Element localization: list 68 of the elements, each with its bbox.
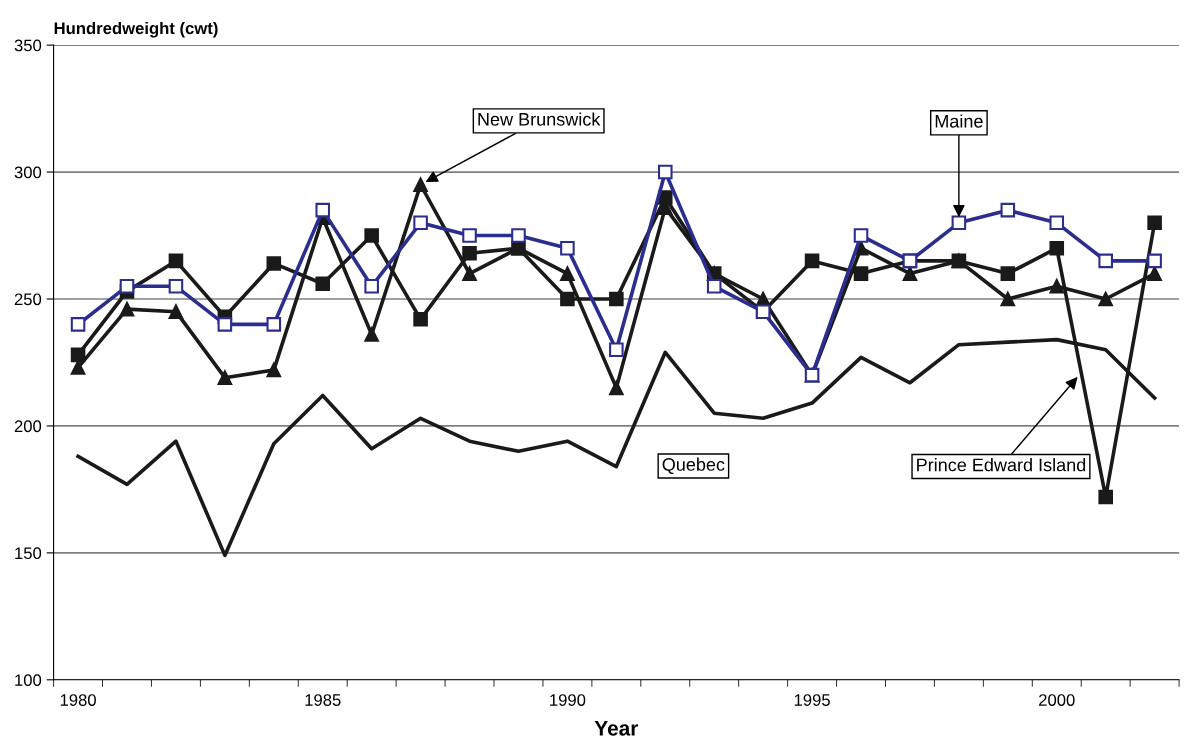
point bbox=[1000, 202, 1016, 218]
y-tick-label: 100 bbox=[15, 674, 42, 687]
point bbox=[657, 190, 673, 205]
text: New Brunswick bbox=[478, 112, 601, 126]
point bbox=[364, 228, 379, 243]
point bbox=[1000, 266, 1016, 281]
point bbox=[217, 317, 233, 332]
point bbox=[168, 279, 184, 294]
point bbox=[119, 301, 135, 317]
point bbox=[266, 362, 282, 378]
series-label: Prince Edward Island bbox=[917, 458, 1086, 472]
point bbox=[1147, 253, 1162, 269]
point bbox=[315, 202, 331, 218]
point bbox=[902, 266, 918, 281]
text: Maine bbox=[935, 114, 983, 128]
point bbox=[70, 317, 86, 332]
point bbox=[1049, 279, 1065, 294]
point bbox=[1147, 266, 1162, 281]
point bbox=[1098, 291, 1113, 307]
y-tick-label: 250 bbox=[14, 293, 42, 306]
point bbox=[462, 266, 477, 281]
point bbox=[853, 228, 869, 243]
point bbox=[560, 240, 575, 256]
point bbox=[609, 380, 624, 396]
point bbox=[609, 342, 624, 358]
point bbox=[853, 266, 869, 281]
y-tick-label: 150 bbox=[15, 547, 42, 560]
point bbox=[511, 228, 526, 243]
x-tick-label: 1995 bbox=[794, 694, 830, 706]
y-tick-label: 300 bbox=[14, 166, 42, 179]
x-tick-label: 1985 bbox=[305, 694, 341, 706]
y-tick-label: 350 bbox=[14, 39, 42, 52]
point bbox=[413, 215, 428, 231]
point bbox=[168, 253, 184, 269]
point bbox=[266, 256, 282, 271]
text: Quebec bbox=[662, 457, 725, 475]
point bbox=[1049, 240, 1065, 256]
x-tick-label: 1980 bbox=[60, 694, 96, 706]
point bbox=[609, 291, 624, 307]
point bbox=[1147, 215, 1162, 231]
point bbox=[804, 253, 820, 269]
x-tick-label: 1990 bbox=[550, 694, 586, 706]
point bbox=[217, 370, 233, 385]
point bbox=[119, 279, 135, 294]
point bbox=[364, 279, 379, 294]
point bbox=[1000, 291, 1016, 307]
point bbox=[706, 279, 722, 294]
point bbox=[951, 215, 967, 231]
point bbox=[560, 266, 575, 281]
point bbox=[413, 177, 428, 193]
point bbox=[70, 347, 86, 363]
point bbox=[70, 360, 86, 375]
point bbox=[413, 312, 428, 327]
point bbox=[1049, 215, 1065, 231]
point bbox=[657, 164, 673, 180]
point bbox=[364, 327, 379, 342]
point bbox=[266, 317, 282, 332]
x-axis-title: Year bbox=[594, 721, 639, 736]
point bbox=[462, 246, 477, 261]
point bbox=[560, 291, 575, 307]
point bbox=[168, 304, 184, 319]
point bbox=[462, 228, 477, 243]
point bbox=[315, 276, 331, 292]
y-tick-label: 200 bbox=[14, 420, 42, 433]
x-tick-label: 2000 bbox=[1039, 694, 1075, 706]
point bbox=[1098, 253, 1113, 269]
y-axis-title: Hundredweight (cwt) bbox=[54, 21, 218, 38]
point bbox=[1098, 489, 1113, 505]
